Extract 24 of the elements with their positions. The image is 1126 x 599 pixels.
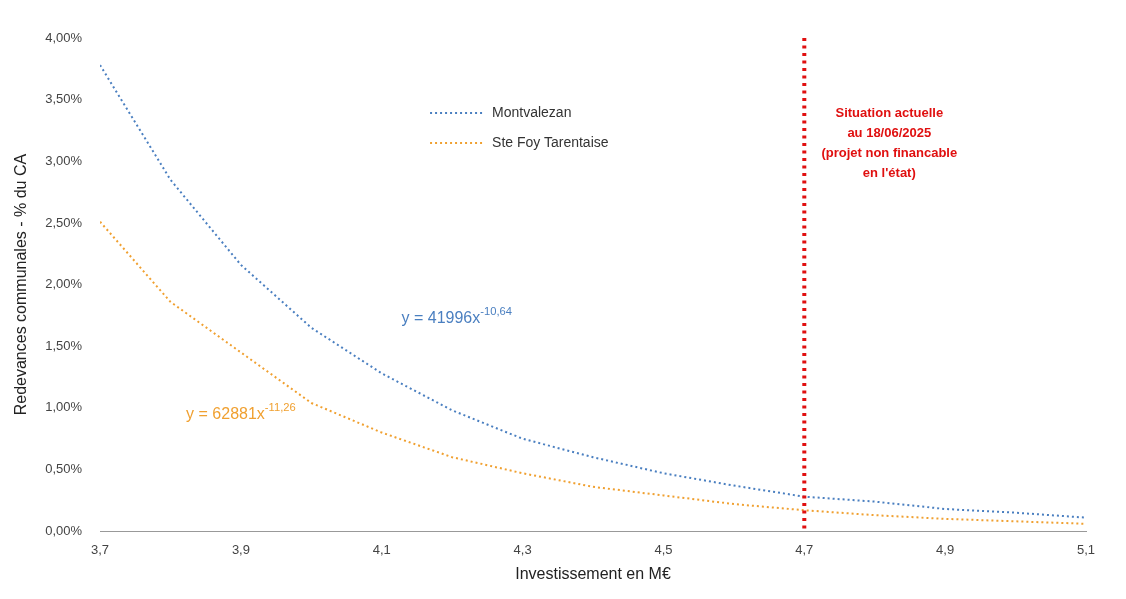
y-tick-label: 1,50% xyxy=(45,337,83,353)
y-tick-label: 3,00% xyxy=(45,152,83,168)
x-axis-title: Investissement en M€ xyxy=(515,564,671,582)
x-tick-label: 3,7 xyxy=(91,541,110,557)
y-tick-label: 2,50% xyxy=(45,214,83,230)
y-tick-label: 0,00% xyxy=(45,522,83,538)
ref-line-label: Situation actuelle au 18/06/2025 (projet non financable en l'état) xyxy=(821,104,958,180)
x-tick-label: 4,5 xyxy=(654,541,673,557)
y-tick-label: 2,00% xyxy=(45,276,83,292)
y-axis-title: Redevances communales - % du CA xyxy=(12,153,30,416)
y-tick-label: 4,00% xyxy=(45,29,83,45)
x-tick-label: 4,3 xyxy=(513,541,532,557)
x-tick-label: 5,1 xyxy=(1076,541,1096,557)
line-series xyxy=(100,64,1086,519)
x-tick-label: 3,9 xyxy=(231,541,250,557)
x-tick-label: 4,1 xyxy=(372,541,391,557)
x-tick-label: 4,9 xyxy=(936,541,955,557)
legend-label: Montvalezan xyxy=(492,103,572,120)
x-tick-label: 4,7 xyxy=(795,541,814,557)
y-tick-label: 0,50% xyxy=(45,461,83,477)
y-tick-label: 1,00% xyxy=(45,399,83,415)
y-tick-label: 3,50% xyxy=(45,91,83,107)
line-series xyxy=(100,220,1086,525)
legend-label: Ste Foy Tarentaise xyxy=(492,133,609,150)
